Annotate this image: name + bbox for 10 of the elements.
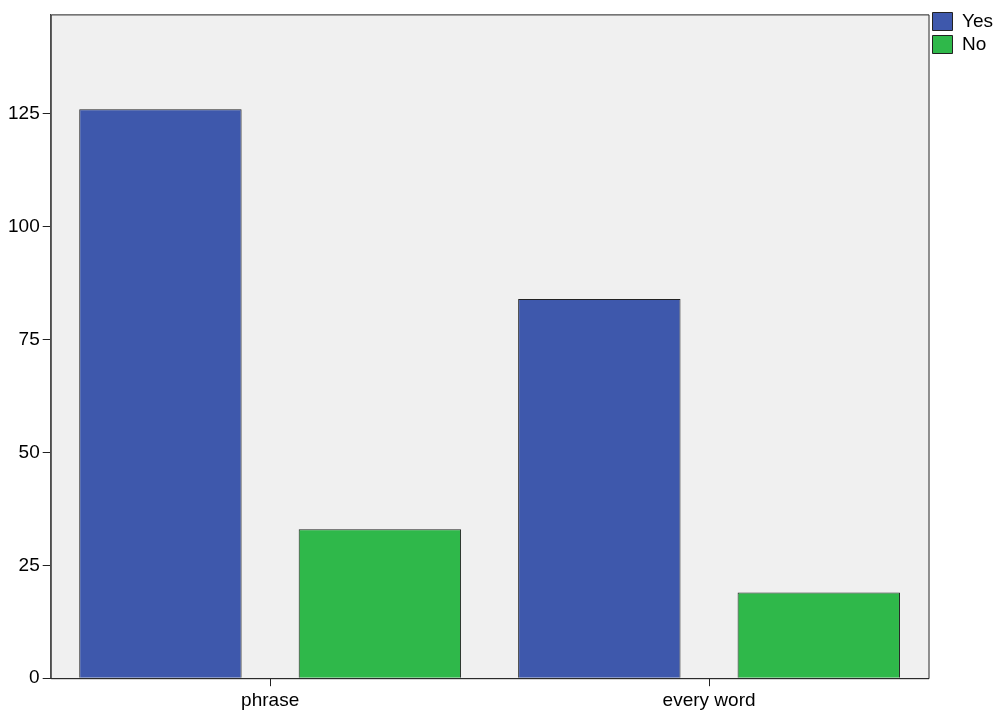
x-tick-label: phrase	[241, 688, 300, 710]
legend-label: Yes	[962, 9, 993, 31]
y-tick-label: 100	[8, 214, 40, 236]
x-tick-label: every word	[662, 688, 756, 710]
y-tick-label: 0	[29, 666, 40, 688]
y-tick-label: 75	[18, 327, 40, 349]
y-tick-label: 50	[18, 440, 40, 462]
y-tick-label: 125	[8, 101, 40, 123]
y-tick-label: 25	[18, 553, 40, 575]
legend-label: No	[962, 32, 987, 54]
